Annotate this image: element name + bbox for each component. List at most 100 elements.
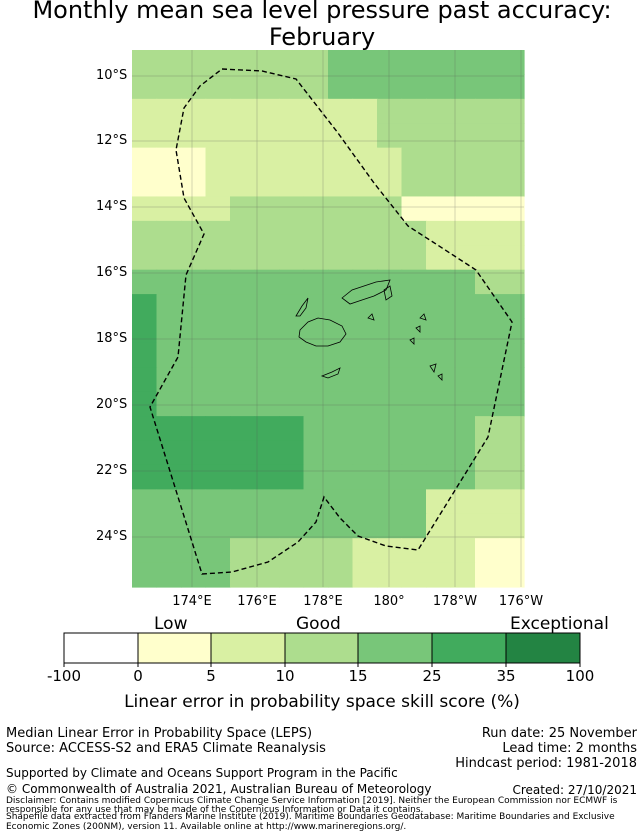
skill-cell	[254, 464, 280, 490]
skill-cell	[352, 196, 378, 222]
skill-cell	[254, 416, 280, 442]
skill-cell	[401, 50, 427, 76]
skill-cell	[132, 123, 158, 149]
skill-cell	[254, 74, 280, 100]
colorbar-frame	[63, 632, 581, 664]
skill-cell	[352, 464, 378, 490]
skill-cell	[450, 367, 476, 393]
lon-label-178e: 178°E	[303, 594, 343, 609]
skill-cell	[303, 196, 329, 222]
colorbar-bin-1	[64, 633, 138, 663]
lat-label-18s: 18°S	[96, 331, 128, 346]
skill-cell	[352, 440, 378, 466]
skill-cell	[181, 342, 207, 368]
skill-cell	[230, 513, 256, 539]
skill-cell	[205, 220, 231, 246]
skill-cell	[303, 464, 329, 490]
skill-cell	[205, 318, 231, 344]
created-text: Created: 27/10/2021	[512, 783, 637, 797]
skill-cell	[475, 318, 501, 344]
skill-cell	[181, 220, 207, 246]
legend-tick: 10	[275, 667, 295, 685]
skill-cell	[328, 269, 354, 295]
skill-cell	[205, 513, 231, 539]
supported-text: Supported by Climate and Oceans Support …	[6, 766, 398, 780]
skill-cell	[450, 440, 476, 466]
skill-cell	[475, 513, 501, 539]
skill-cell	[450, 391, 476, 417]
skill-cell	[205, 196, 231, 222]
skill-cell	[132, 562, 158, 588]
skill-cell	[401, 416, 427, 442]
skill-cell	[426, 50, 452, 76]
lon-label-176w: 176°W	[498, 594, 544, 609]
skill-cell	[181, 98, 207, 124]
skill-cell	[426, 294, 452, 320]
skill-cell	[401, 269, 427, 295]
skill-cell	[377, 562, 403, 588]
skill-cell	[181, 147, 207, 173]
lon-label-178w: 178°W	[432, 594, 478, 609]
skill-cell	[279, 123, 305, 149]
skill-cell	[499, 538, 525, 564]
skill-cell	[230, 489, 256, 515]
skill-cell	[450, 489, 476, 515]
skill-cell	[426, 269, 452, 295]
skill-cell	[328, 440, 354, 466]
skill-cell	[254, 220, 280, 246]
skill-cell	[475, 464, 501, 490]
skill-cell	[279, 464, 305, 490]
skill-cell	[328, 50, 354, 76]
skill-cell	[279, 294, 305, 320]
skill-cell	[377, 172, 403, 198]
lau-islands	[409, 313, 443, 381]
legend-tick: 25	[422, 667, 442, 685]
skill-cell	[181, 50, 207, 76]
skill-cell	[475, 50, 501, 76]
colorbar-bin-5	[358, 633, 432, 663]
lat-label-16s: 16°S	[96, 265, 128, 280]
skill-cell	[401, 74, 427, 100]
skill-cell	[499, 196, 525, 222]
skill-cell	[499, 220, 525, 246]
skill-cell	[205, 391, 231, 417]
skill-cell	[426, 318, 452, 344]
skill-cell	[132, 489, 158, 515]
skill-cell	[401, 538, 427, 564]
taveuni-island	[383, 285, 393, 301]
skill-cell	[181, 391, 207, 417]
lat-label-22s: 22°S	[96, 463, 128, 478]
skill-cell	[377, 367, 403, 393]
skill-cell	[450, 269, 476, 295]
eez-boundary	[149, 68, 513, 575]
skill-cell	[450, 50, 476, 76]
skill-cell	[328, 74, 354, 100]
skill-cell	[475, 74, 501, 100]
skill-cell	[205, 98, 231, 124]
skill-cell	[377, 318, 403, 344]
skill-cell	[475, 294, 501, 320]
legend-tick: 15	[348, 667, 368, 685]
skill-cell	[205, 147, 231, 173]
skill-cell	[156, 440, 182, 466]
skill-cell	[450, 147, 476, 173]
skill-cell	[303, 123, 329, 149]
skill-cell	[352, 489, 378, 515]
skill-cell	[328, 342, 354, 368]
skill-cell	[426, 74, 452, 100]
yasawa-islands	[295, 297, 309, 317]
skill-cell	[205, 50, 231, 76]
skill-cell	[156, 416, 182, 442]
skill-cell	[230, 318, 256, 344]
skill-cell	[450, 562, 476, 588]
chart-title-line2: February	[268, 23, 376, 51]
skill-cell	[426, 196, 452, 222]
skill-cell	[132, 367, 158, 393]
skill-cell	[499, 269, 525, 295]
skill-cell	[352, 74, 378, 100]
skill-cell	[279, 318, 305, 344]
skill-cell	[181, 367, 207, 393]
skill-cell	[254, 440, 280, 466]
legend-category-good: Good	[296, 614, 341, 634]
skill-cell	[377, 196, 403, 222]
